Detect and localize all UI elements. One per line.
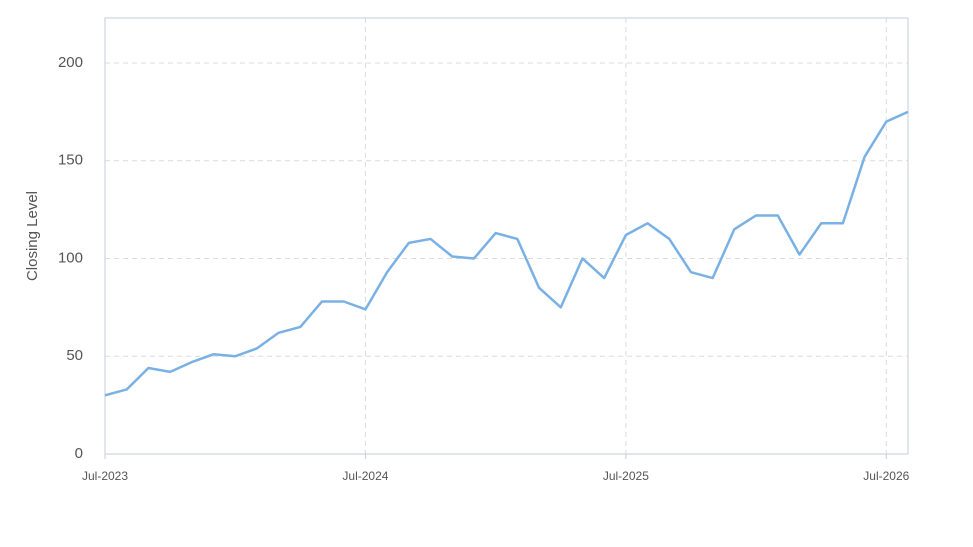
x-tick-label: Jul-2026 [863,469,909,483]
x-tick-label: Jul-2025 [603,469,649,483]
line-series [104,110,909,397]
x-tick-label: Jul-2024 [342,469,388,483]
y-tick-label: 150 [58,152,83,169]
y-tick-label: 100 [58,249,83,266]
y-tick-label: 50 [66,347,83,364]
y-axis-label: Closing Level [24,191,41,281]
y-tick-label: 0 [75,445,83,462]
x-tick-label: Jul-2023 [82,469,128,483]
y-tick-label: 200 [58,54,83,71]
plot-frame [104,17,909,455]
